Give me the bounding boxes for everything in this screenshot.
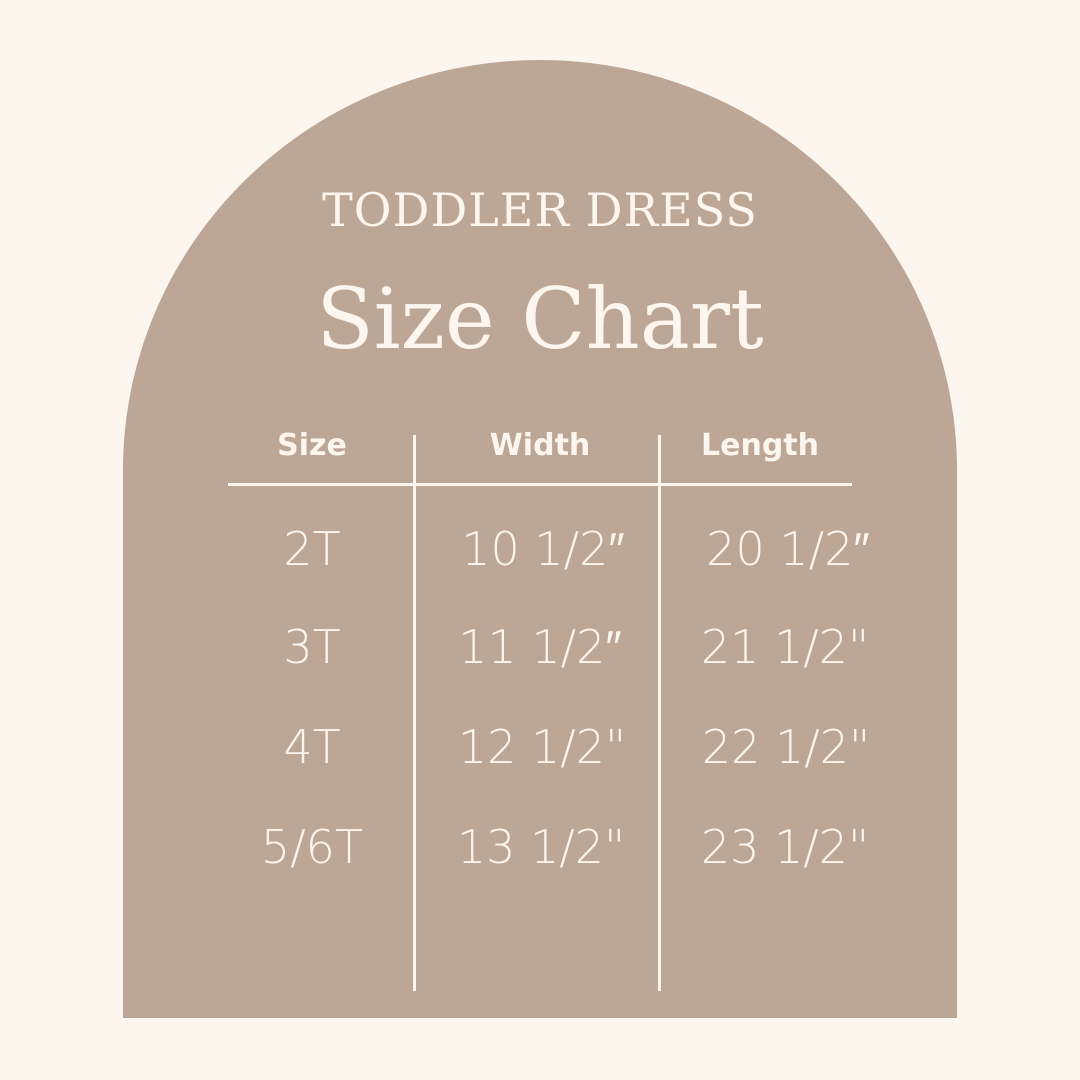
width-cell: 12 1/2" xyxy=(457,720,627,774)
header-length: Length xyxy=(701,428,819,463)
width-cell: 11 1/2″ xyxy=(458,620,622,674)
size-cell: 3T xyxy=(283,620,341,674)
length-cell: 21 1/2" xyxy=(700,620,870,674)
column-divider xyxy=(413,435,416,991)
subtitle: TODDLER DRESS xyxy=(322,183,758,237)
header-width: Width xyxy=(489,428,591,463)
size-cell: 2T xyxy=(283,522,341,576)
header-size: Size xyxy=(277,428,347,463)
width-cell: 13 1/2" xyxy=(456,820,626,874)
length-cell: 23 1/2" xyxy=(700,820,870,874)
header-divider xyxy=(228,483,852,486)
column-divider xyxy=(658,435,661,991)
size-cell: 4T xyxy=(283,720,341,774)
width-cell: 10 1/2″ xyxy=(461,522,625,576)
length-cell: 20 1/2″ xyxy=(706,522,870,576)
arch-background xyxy=(123,60,957,1018)
length-cell: 22 1/2" xyxy=(701,720,871,774)
page-title: Size Chart xyxy=(316,270,764,368)
size-cell: 5/6T xyxy=(260,820,364,874)
